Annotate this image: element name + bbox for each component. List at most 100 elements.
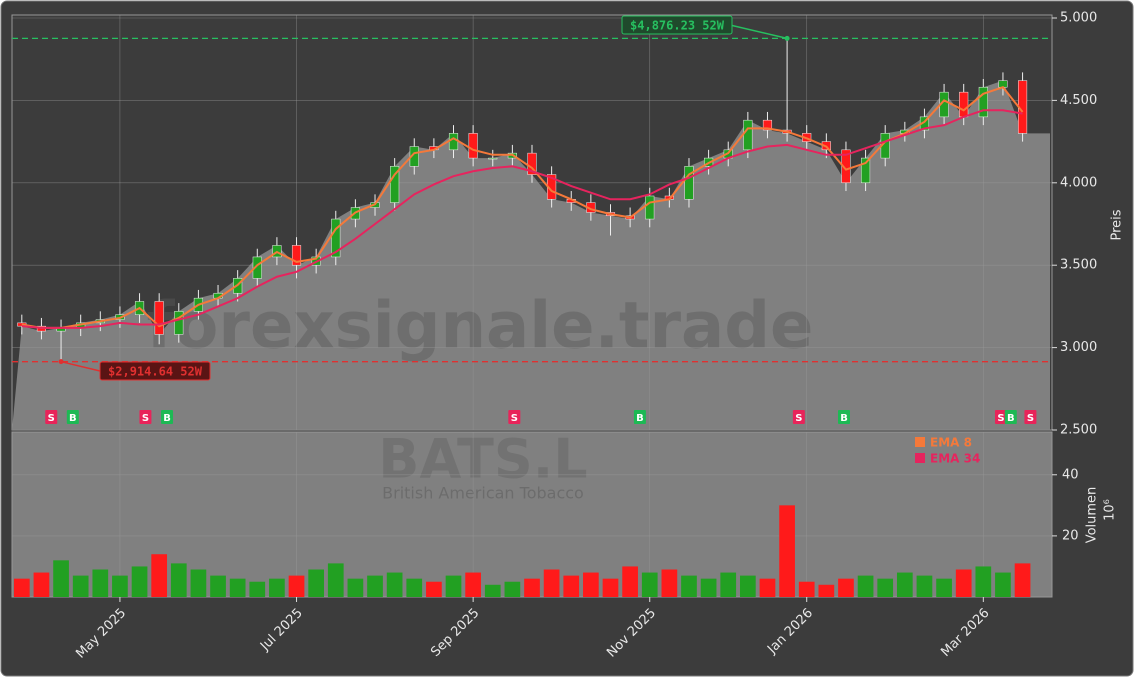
volume-bar <box>583 572 599 597</box>
volume-bar <box>818 584 835 597</box>
annotation-arrow <box>60 360 101 372</box>
candle-body <box>645 195 655 220</box>
volume-bar <box>720 572 737 597</box>
y-axis-label: Preis <box>1110 209 1125 240</box>
volume-bar <box>622 566 638 597</box>
volume-bar <box>308 569 324 597</box>
signal-marker <box>792 410 805 424</box>
signal-label: B <box>69 413 77 424</box>
ema-line <box>21 109 1023 329</box>
y2-axis-label: Volumen <box>1085 487 1100 544</box>
candle-body <box>527 152 537 175</box>
y2-tick-label: 40 <box>1062 467 1079 482</box>
candle-body <box>331 218 341 258</box>
annotation-label: $4,876.23 52W <box>630 19 725 33</box>
signal-label: B <box>636 413 644 424</box>
volume-bar <box>877 578 894 597</box>
signal-label: B <box>840 413 848 424</box>
volume-bar <box>465 572 481 597</box>
signal-marker <box>1024 410 1037 424</box>
candle-body <box>291 245 302 266</box>
signal-marker <box>45 410 58 424</box>
legend-swatch <box>915 437 925 447</box>
volume-bar <box>563 575 580 597</box>
volume-bar <box>170 563 187 597</box>
volume-bar <box>955 569 972 597</box>
annotation-box <box>99 361 211 381</box>
volume-bar <box>524 578 540 597</box>
candle-body <box>861 157 871 184</box>
volume-bar <box>798 581 815 597</box>
signal-label: S <box>795 413 802 424</box>
volume-bar <box>190 569 207 597</box>
volume-bar <box>896 572 913 597</box>
volume-bar <box>1014 563 1031 597</box>
legend-label: EMA 34 <box>930 452 980 466</box>
signal-marker <box>66 410 79 424</box>
candle-body <box>743 119 753 151</box>
candle-body <box>762 119 773 131</box>
y-tick-label: 4.500 <box>1060 93 1097 108</box>
y-tick-label: 2.500 <box>1060 423 1097 438</box>
volume-bar <box>72 575 89 597</box>
volume-bar <box>641 572 658 597</box>
signal-marker <box>508 410 521 424</box>
volume-bar <box>131 566 148 597</box>
candle-body <box>154 301 164 335</box>
volume-bar <box>210 575 226 597</box>
signal-label: B <box>1007 413 1015 424</box>
signal-marker <box>1004 410 1017 424</box>
volume-bar <box>779 505 795 597</box>
candle-body <box>252 256 262 279</box>
volume-bar <box>681 575 697 597</box>
volume-bar <box>406 578 423 597</box>
signal-marker <box>139 410 152 424</box>
volume-bar <box>151 554 168 597</box>
y-tick-label: 4.000 <box>1060 175 1097 190</box>
volume-bar <box>33 572 50 597</box>
candle-body <box>468 133 478 159</box>
y-tick-label: 3.000 <box>1060 340 1097 355</box>
volume-bar <box>445 575 462 597</box>
volume-bar <box>367 575 383 597</box>
y2-scale-label: 10⁶ <box>1103 499 1118 521</box>
ema-line <box>21 86 1024 329</box>
signal-marker <box>994 410 1007 424</box>
volume-bar <box>740 575 756 597</box>
signal-label: S <box>142 413 149 424</box>
price-area <box>12 80 1050 431</box>
volume-bar <box>857 575 874 597</box>
y-tick-label: 5.000 <box>1060 11 1097 26</box>
arrow-head <box>58 359 64 365</box>
annotation-box <box>621 15 733 35</box>
volume-bar <box>759 578 776 597</box>
volume-bar <box>327 563 344 597</box>
candle-body <box>684 166 694 200</box>
chart-subtitle: British American Tobacco <box>382 484 584 503</box>
annotation: $4,876.23 52W <box>621 15 790 41</box>
signal-marker <box>633 410 646 424</box>
annotation-arrow <box>729 24 788 40</box>
volume-bar <box>484 584 501 597</box>
signal-label: S <box>1027 413 1034 424</box>
signal-marker <box>838 410 850 424</box>
candle-body <box>390 166 400 203</box>
volume-bar <box>426 581 442 597</box>
annotation-label: $2,914.64 52W <box>108 365 203 379</box>
candle-body <box>959 91 969 118</box>
candle-body <box>978 86 988 118</box>
signal-label: S <box>511 413 518 424</box>
signal-marker <box>161 410 174 424</box>
volume-bar <box>975 566 992 597</box>
volume-bar <box>543 569 560 597</box>
volume-bar <box>249 581 266 597</box>
volume-bar <box>386 572 403 597</box>
chart-title: BATS.L <box>378 428 587 491</box>
y2-tick-label: 20 <box>1062 528 1079 543</box>
volume-bar <box>838 578 854 597</box>
signal-label: S <box>48 413 55 424</box>
volume-bar <box>995 572 1011 597</box>
volume-bar <box>53 560 69 597</box>
y-tick-label: 3.500 <box>1060 258 1097 273</box>
